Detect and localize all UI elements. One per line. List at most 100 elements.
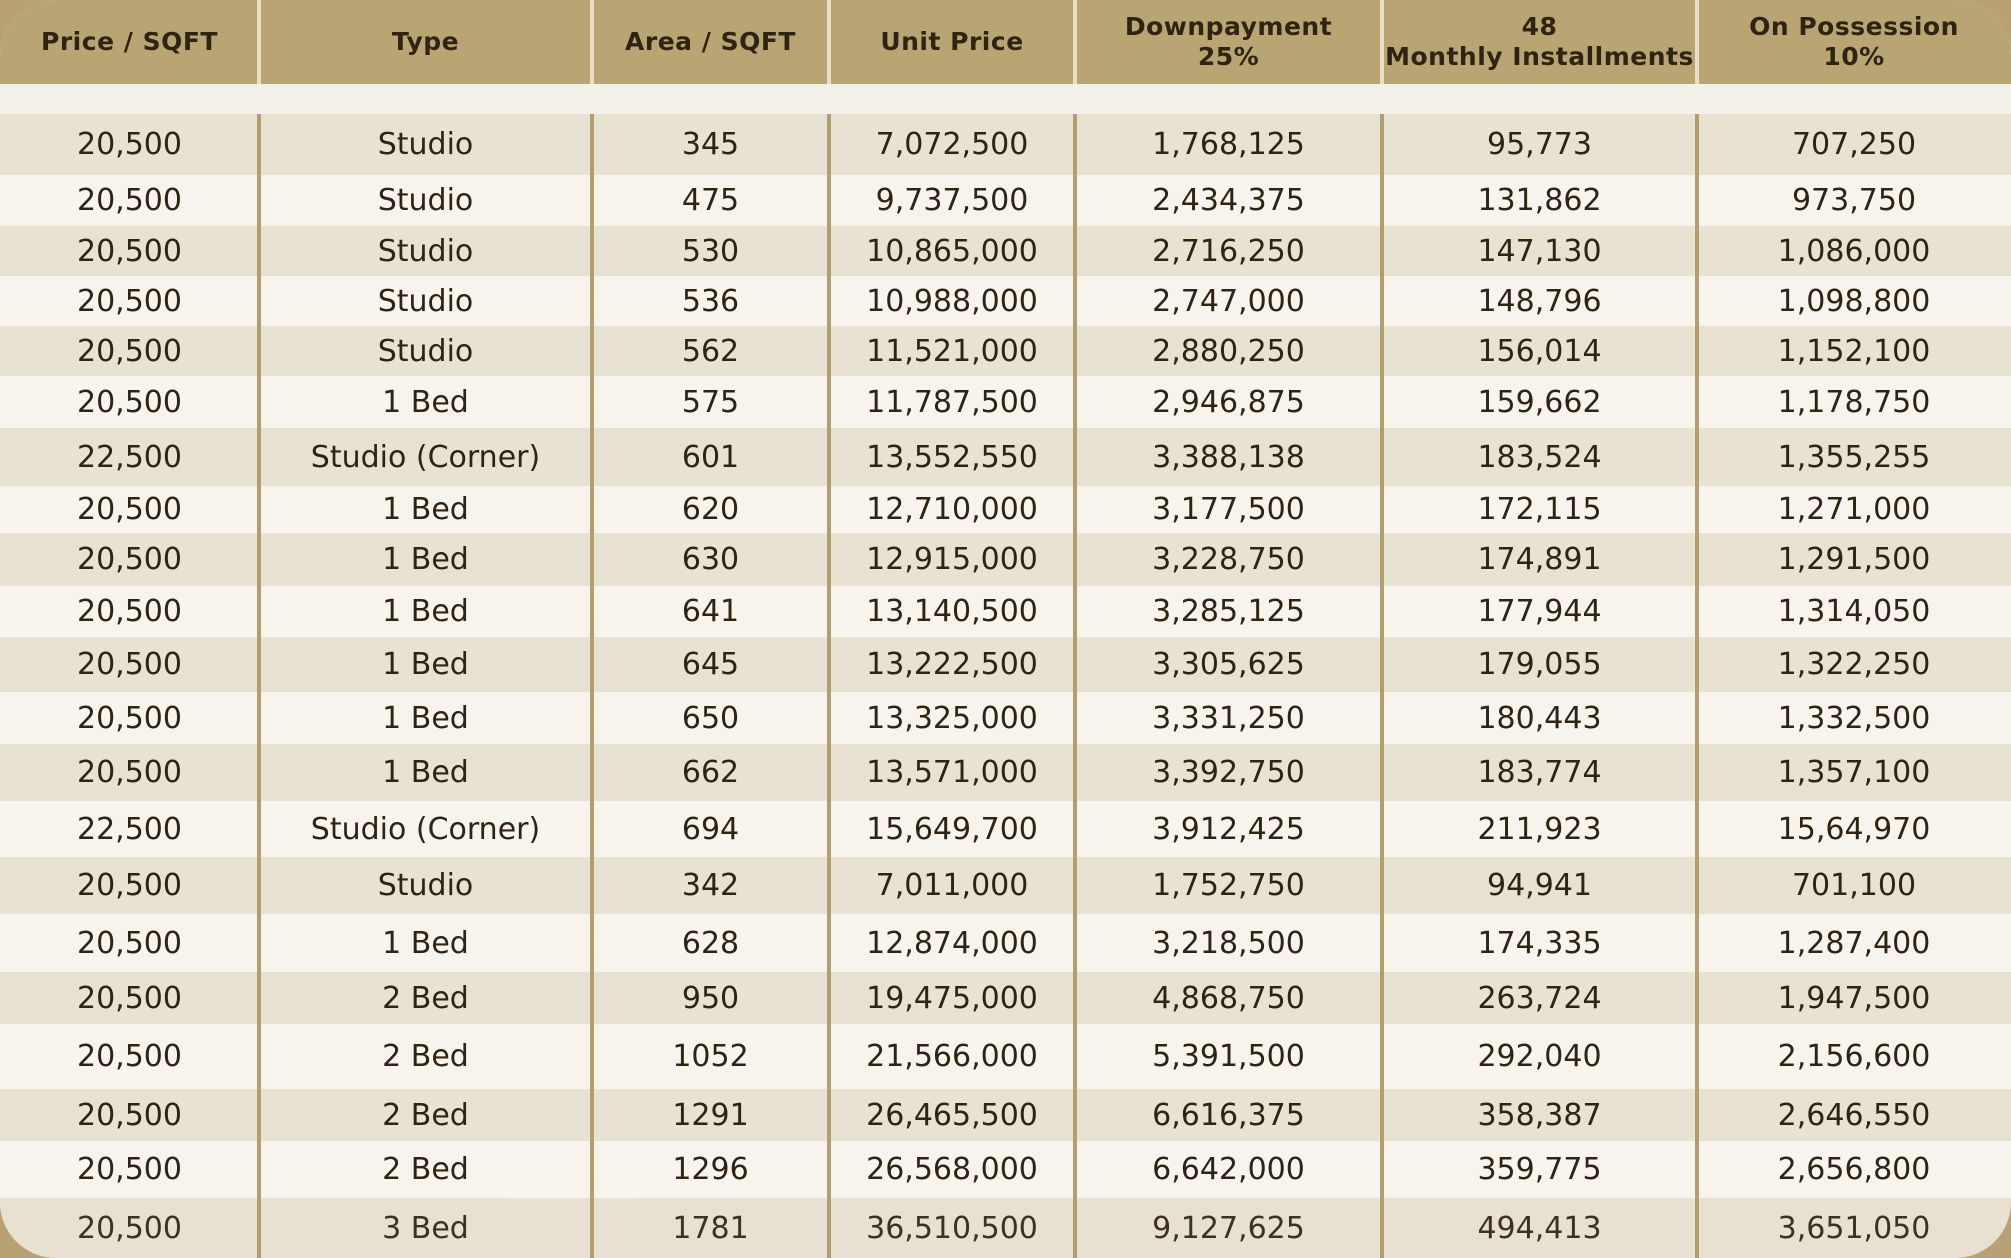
header-divider <box>257 0 261 84</box>
table-cell: Studio <box>377 283 474 319</box>
table-row: 20,500 Studio 530 10,865,000 2,716,250 147,13… <box>0 226 2011 276</box>
table-cell: 148,796 <box>1477 283 1602 319</box>
table-cell: 359,775 <box>1477 1152 1602 1187</box>
table-cell: 2,434,375 <box>1152 183 1305 218</box>
table-cell: 2 Bed <box>382 1039 469 1074</box>
table-cell: 6,616,375 <box>1152 1097 1305 1133</box>
table-cell: 950 <box>681 980 740 1016</box>
table-cell: 20,500 <box>77 183 182 218</box>
table-cell: 4,868,750 <box>1152 980 1305 1016</box>
table-row: 20,500 2 Bed 1291 26,465,500 6,616,375 358,38… <box>0 1089 2011 1141</box>
column-header-line: Unit Price <box>880 27 1024 56</box>
table-cell: 1,314,050 <box>1777 594 1931 629</box>
table-cell: Studio <box>377 233 474 269</box>
table-cell: 3,392,750 <box>1152 755 1305 790</box>
table-cell: Studio (Corner) <box>310 439 541 475</box>
table-cell: 1291 <box>672 1097 749 1133</box>
table-cell: 20,500 <box>77 700 182 736</box>
header-divider <box>1073 0 1077 84</box>
table-cell: 2 Bed <box>382 980 469 1016</box>
table-cell: 620 <box>681 492 740 527</box>
table-cell: 2,747,000 <box>1152 283 1305 319</box>
table-cell: 159,662 <box>1477 384 1602 420</box>
table-cell: 628 <box>681 925 740 961</box>
table-cell: 2 Bed <box>382 1097 469 1133</box>
table-cell: 2,880,250 <box>1152 333 1305 369</box>
table-cell: 12,874,000 <box>866 925 1038 961</box>
table-cell: 2 Bed <box>382 1152 469 1187</box>
column-divider <box>257 114 261 1258</box>
table-cell: 1 Bed <box>382 594 469 629</box>
table-cell: 494,413 <box>1477 1210 1602 1246</box>
table-cell: 530 <box>681 233 740 269</box>
table-row: 20,500 1 Bed 641 13,140,500 3,285,125 177,944… <box>0 586 2011 637</box>
table-cell: 3 Bed <box>382 1210 469 1246</box>
table-cell: 701,100 <box>1791 868 1917 903</box>
column-header-line: Area / SQFT <box>625 27 796 56</box>
table-cell: 575 <box>681 384 740 420</box>
table-row: 20,500 1 Bed 662 13,571,000 3,392,750 183,774… <box>0 744 2011 801</box>
table-row: 20,500 2 Bed 1296 26,568,000 6,642,000 359,77… <box>0 1141 2011 1198</box>
table-cell: 20,500 <box>77 542 182 577</box>
table-cell: 94,941 <box>1487 868 1592 903</box>
table-cell: 174,891 <box>1477 542 1602 577</box>
table-cell: 650 <box>681 700 740 736</box>
table-cell: 12,710,000 <box>866 492 1038 527</box>
table-cell: 13,325,000 <box>866 700 1038 736</box>
table-cell: 1 Bed <box>382 925 469 961</box>
table-cell: 1,355,255 <box>1777 439 1931 475</box>
table-row: 20,500 1 Bed 645 13,222,500 3,305,625 179,055… <box>0 637 2011 692</box>
table-cell: 1 Bed <box>382 492 469 527</box>
table-cell: 20,500 <box>77 1210 182 1246</box>
column-header-line: 48 <box>1521 12 1558 41</box>
table-cell: 15,649,700 <box>866 811 1038 847</box>
column-divider <box>1380 114 1384 1258</box>
table-cell: 2,716,250 <box>1152 233 1305 269</box>
table-cell: 3,388,138 <box>1152 439 1305 475</box>
table-row: 20,500 Studio 345 7,072,500 1,768,125 95,773 7… <box>0 114 2011 175</box>
table-cell: 20,500 <box>77 647 182 682</box>
table-cell: 475 <box>681 183 740 218</box>
table-cell: 641 <box>681 594 740 629</box>
table-cell: 20,500 <box>77 1152 182 1187</box>
table-cell: 1,332,500 <box>1777 700 1931 736</box>
table-cell: 1,098,800 <box>1777 283 1931 319</box>
table-cell: 183,524 <box>1477 439 1602 475</box>
column-header-7: On Possession 10% <box>1697 0 2011 84</box>
column-divider <box>590 114 594 1258</box>
table-cell: 20,500 <box>77 127 182 162</box>
table-row: 20,500 2 Bed 950 19,475,000 4,868,750 263,724… <box>0 972 2011 1024</box>
header-spacer <box>0 84 2011 114</box>
table-cell: 601 <box>681 439 740 475</box>
table-cell: 1,752,750 <box>1152 868 1305 903</box>
table-cell: 3,305,625 <box>1152 647 1305 682</box>
table-row: 22,500 Studio (Corner) 601 13,552,550 3,388,… <box>0 428 2011 486</box>
table-cell: 562 <box>681 333 740 369</box>
table-cell: 1,291,500 <box>1777 542 1931 577</box>
table-cell: 147,130 <box>1477 233 1602 269</box>
table-cell: 3,228,750 <box>1152 542 1305 577</box>
column-divider <box>827 114 831 1258</box>
table-cell: 2,946,875 <box>1152 384 1305 420</box>
column-header-line: Monthly Installments <box>1385 42 1694 71</box>
table-row: 20,500 1 Bed 620 12,710,000 3,177,500 172,115… <box>0 486 2011 533</box>
table-cell: 1,287,400 <box>1777 925 1931 961</box>
column-header-5: Downpayment 25% <box>1075 0 1382 84</box>
table-cell: 12,915,000 <box>866 542 1038 577</box>
column-header-line: Price / SQFT <box>41 27 218 56</box>
table-cell: 131,862 <box>1477 183 1602 218</box>
table-cell: 20,500 <box>77 868 182 903</box>
table-cell: 3,912,425 <box>1152 811 1305 847</box>
table-cell: 263,724 <box>1477 980 1602 1016</box>
table-cell: 26,568,000 <box>866 1152 1038 1187</box>
table-cell: 1781 <box>672 1210 749 1246</box>
table-row: 20,500 3 Bed 1781 36,510,500 9,127,625 494,41… <box>0 1198 2011 1258</box>
column-header-line: 10% <box>1823 42 1885 71</box>
column-header-3: Area / SQFT <box>592 0 829 84</box>
table-cell: 536 <box>681 283 740 319</box>
table-cell: 13,140,500 <box>866 594 1038 629</box>
table-cell: 1 Bed <box>382 755 469 790</box>
table-cell: 22,500 <box>77 439 182 475</box>
table-cell: 1 Bed <box>382 647 469 682</box>
header-divider <box>590 0 594 84</box>
